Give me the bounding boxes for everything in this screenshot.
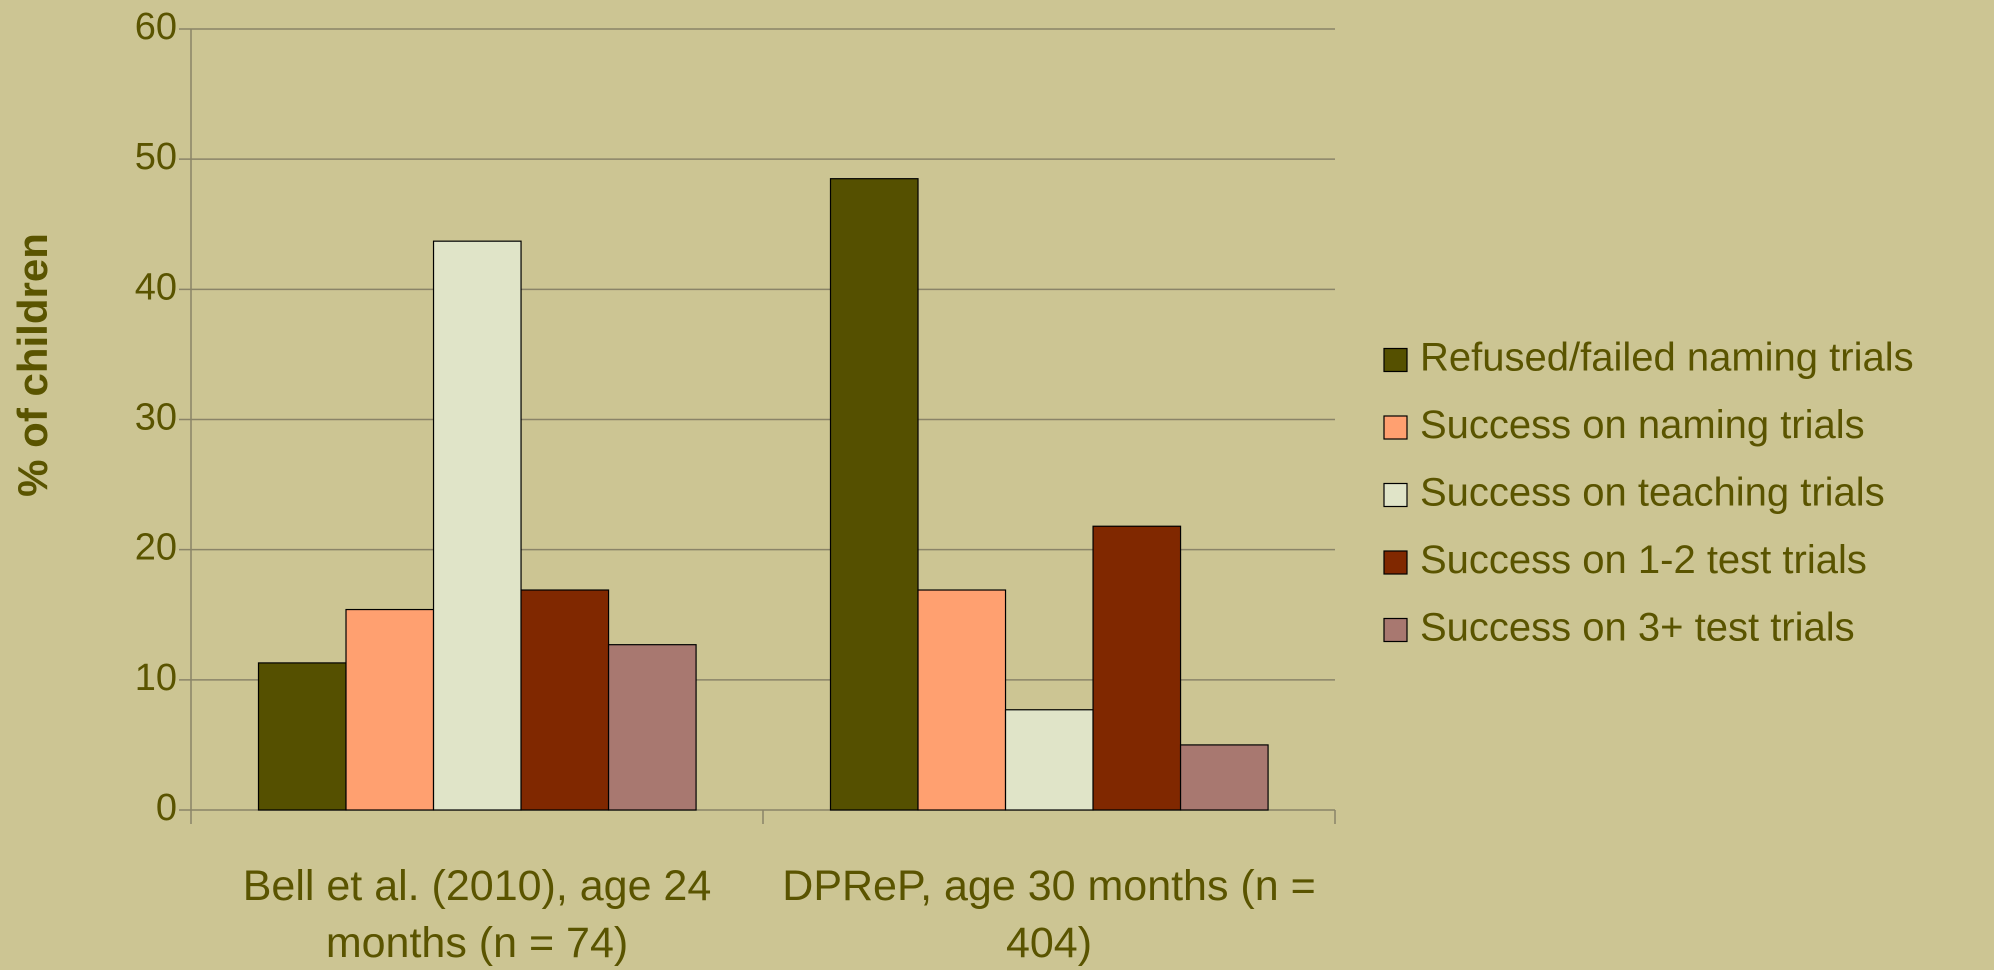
bar <box>917 589 1007 811</box>
bar <box>520 589 610 811</box>
legend-label: Success on naming trials <box>1420 403 1865 447</box>
legend-swatch <box>1383 415 1408 440</box>
bar <box>432 240 522 811</box>
legend-swatch <box>1383 617 1408 643</box>
y-tick-label: 60 <box>135 6 177 48</box>
y-tick-label: 0 <box>156 787 177 829</box>
y-tick-label: 40 <box>135 266 177 308</box>
legend-swatch <box>1383 347 1408 373</box>
bar <box>829 178 919 811</box>
bar <box>1004 709 1094 811</box>
legend-label: Success on 3+ test trials <box>1420 606 1855 650</box>
x-tick-label: DPReP, age 30 months (n = 404) <box>782 862 1316 967</box>
bar <box>1092 525 1182 811</box>
bar <box>257 662 347 811</box>
y-tick-label: 30 <box>135 397 177 439</box>
legend-label: Success on teaching trials <box>1420 471 1885 515</box>
legend-label: Refused/failed naming trials <box>1420 336 1914 380</box>
x-tick-label: Bell et al. (2010), age 24 months (n = 7… <box>242 862 712 967</box>
bar <box>1179 744 1269 811</box>
y-tick-label: 20 <box>135 527 177 569</box>
bar <box>345 608 435 811</box>
y-tick-label: 50 <box>135 136 177 178</box>
legend-label: Success on 1-2 test trials <box>1420 538 1867 582</box>
legend-swatch <box>1383 482 1408 508</box>
y-tick-label: 10 <box>135 657 177 699</box>
y-axis-title: % of children <box>9 233 56 497</box>
legend-swatch <box>1383 550 1408 575</box>
bar <box>607 644 697 811</box>
